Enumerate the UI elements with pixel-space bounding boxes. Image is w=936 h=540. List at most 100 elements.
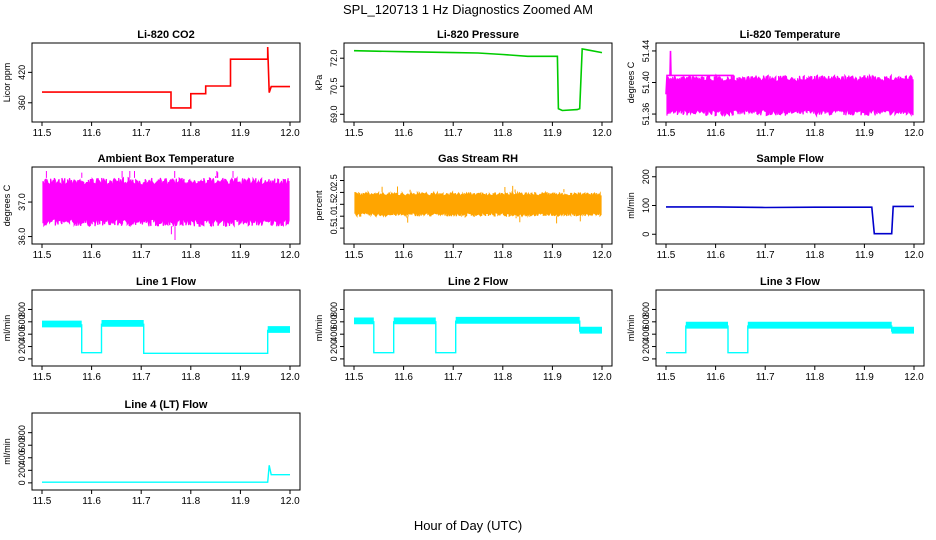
y-tick-label: 51.40 [641,71,651,94]
x-tick-label: 11.7 [756,128,775,139]
y-tick-label: 600 [329,314,339,329]
y-tick-label: 800 [641,302,651,317]
series-noise-band [354,316,602,334]
x-tick-label: 11.9 [231,372,250,383]
x-tick-label: 12.0 [592,372,612,383]
y-axis-label: percent [314,190,324,221]
y-tick-label: 0 [17,356,27,361]
y-tick-label: 800 [17,302,27,317]
y-tick-label: 1.0 [329,210,339,223]
series-line [665,50,735,99]
common-x-axis-label: Hour of Day (UTC) [413,518,523,533]
series-line [353,47,603,112]
x-tick-label: 11.5 [657,250,676,261]
y-tick-label: 800 [329,302,339,317]
x-tick-label: 11.6 [706,250,725,261]
x-tick-label: 11.8 [181,372,200,383]
y-tick-label: 37.0 [17,193,27,211]
y-axis-label: ml/min [626,315,636,342]
x-tick-label: 12.0 [280,250,300,261]
signal-spikes [381,185,581,224]
y-axis-label: degrees C [626,61,636,103]
panel-title: Gas Stream RH [438,153,518,165]
y-tick-label: 2.5 [329,174,339,187]
y-tick-label: 0 [17,480,27,485]
y-tick-label: 51.44 [641,40,651,63]
x-tick-label: 11.5 [33,372,52,383]
x-tick-label: 11.9 [231,496,250,507]
x-tick-label: 11.9 [855,372,874,383]
x-tick-label: 11.9 [543,250,562,261]
y-tick-label: 400 [17,327,27,342]
plot-frame [343,289,613,367]
panel-7: Line 1 Flow ml/min 11.5 11.6 11.7 11.8 11.9 12.… [2,276,301,383]
panel-title: Line 4 (LT) Flow [125,399,208,411]
x-tick-label: 11.7 [444,250,463,261]
plot-frame [655,289,925,367]
x-tick-label: 12.0 [280,372,300,383]
x-tick-label: 12.0 [904,372,924,383]
panel-4: Ambient Box Temperature degrees C 11.5 11.6… [2,153,301,261]
series-line [42,465,290,483]
x-tick-label: 11.8 [493,250,512,261]
y-tick-label: 100 [641,198,651,213]
x-tick-label: 11.6 [394,250,413,261]
x-tick-label: 11.5 [33,128,52,139]
signal-band [666,73,914,118]
panel-title: Li-820 Temperature [740,29,841,41]
x-tick-label: 11.8 [181,496,200,507]
plot-frame [31,412,301,491]
x-tick-label: 11.7 [132,128,151,139]
y-axis-label: ml/min [2,438,12,465]
y-tick-label: 200 [17,463,27,478]
y-tick-label: 200 [17,339,27,354]
x-tick-label: 11.8 [805,372,824,383]
x-tick-label: 11.9 [855,128,874,139]
x-tick-label: 11.6 [394,372,413,383]
y-tick-label: 400 [329,327,339,342]
x-tick-label: 11.5 [345,128,364,139]
x-tick-label: 11.6 [82,496,101,507]
panel-10: Line 4 (LT) Flow ml/min 11.5 11.6 11.7 11.8 11… [2,399,301,507]
y-tick-label: 600 [17,438,27,453]
x-tick-label: 11.8 [181,250,200,261]
y-axis-label: degrees C [2,184,12,226]
panel-1: Li-820 CO2 Licor ppm 11.5 11.6 11.7 11.8 11.9 1… [2,29,301,139]
y-tick-label: 200 [641,339,651,354]
y-tick-label: 36.0 [17,228,27,246]
signal-spikes [45,171,234,240]
panel-9: Line 3 Flow ml/min 11.5 11.6 11.7 11.8 11.9 12.… [626,276,925,383]
x-tick-label: 11.9 [231,250,250,261]
x-tick-label: 12.0 [904,128,924,139]
panel-2: Li-820 Pressure kPa 11.5 11.6 11.7 11.8 11.9 12… [314,29,613,139]
series-noise-band [685,321,914,334]
y-tick-label: 400 [17,450,27,465]
x-tick-label: 11.7 [132,496,151,507]
signal-band [354,190,602,219]
x-tick-label: 11.9 [855,250,874,261]
panel-title: Li-820 Pressure [437,29,519,41]
y-tick-label: 200 [329,339,339,354]
y-tick-label: 2.0 [329,186,339,199]
panel-3: Li-820 Temperature degrees C 11.5 11.6 11.7 1… [626,29,925,139]
x-tick-label: 11.9 [231,128,250,139]
x-tick-label: 11.6 [706,128,725,139]
x-tick-label: 11.6 [82,250,101,261]
x-tick-label: 12.0 [280,128,300,139]
plot-frame [31,289,301,367]
y-tick-label: 420 [17,65,27,80]
panel-title: Line 3 Flow [760,276,820,288]
x-tick-label: 12.0 [592,250,612,261]
x-tick-label: 11.8 [805,250,824,261]
panel-title: Sample Flow [756,153,824,165]
y-tick-label: 69.0 [329,105,339,123]
y-tick-label: 0 [641,356,651,361]
panel-title: Li-820 CO2 [137,29,194,41]
y-axis-label: ml/min [2,315,12,342]
figure-title: SPL_120713 1 Hz Diagnostics Zoomed AM [342,2,594,17]
plot-frame [343,166,613,245]
panel-8: Line 2 Flow ml/min 11.5 11.6 11.7 11.8 11.9 12.… [314,276,613,383]
x-tick-label: 11.7 [132,372,151,383]
y-axis-label: kPa [314,75,324,91]
